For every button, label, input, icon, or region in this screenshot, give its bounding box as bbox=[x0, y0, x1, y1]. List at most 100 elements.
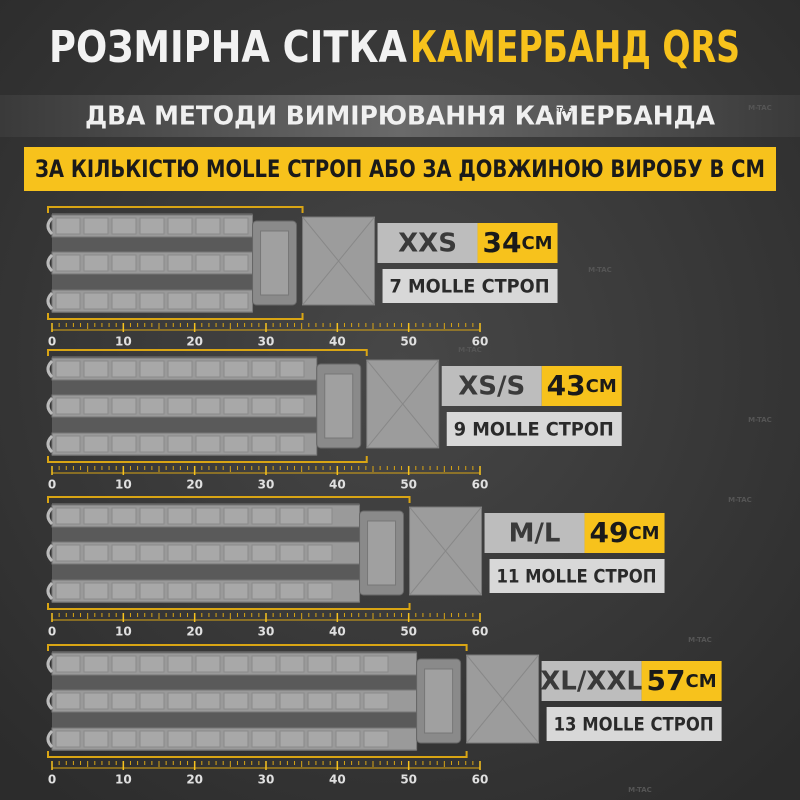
size-box bbox=[377, 223, 478, 263]
molle-cell bbox=[83, 360, 109, 378]
molle-cell bbox=[195, 507, 221, 525]
molle-cell bbox=[55, 360, 81, 378]
molle-cell bbox=[55, 544, 81, 562]
buckle-inner bbox=[260, 230, 290, 296]
molle-cell bbox=[55, 655, 81, 673]
watermark: M-TAC bbox=[748, 104, 772, 112]
molle-cell bbox=[55, 435, 81, 453]
molle-cell bbox=[55, 217, 81, 235]
molle-cell bbox=[111, 254, 137, 272]
molle-cell bbox=[363, 692, 389, 710]
molle-cell bbox=[139, 692, 165, 710]
molle-cell bbox=[307, 730, 333, 748]
molle-label: 13 MOLLE СТРОП bbox=[554, 714, 714, 736]
molle-cell bbox=[111, 292, 137, 310]
length-label: 43СМ bbox=[547, 369, 617, 402]
molle-cell bbox=[83, 292, 109, 310]
molle-cell bbox=[279, 435, 305, 453]
ruler-label: 0 bbox=[48, 625, 56, 639]
molle-label: 9 MOLLE СТРОП bbox=[454, 419, 614, 441]
banner: ЗА КІЛЬКІСТЮ MOLLE СТРОП АБО ЗА ДОВЖИНОЮ… bbox=[35, 155, 765, 183]
molle-cell bbox=[279, 582, 305, 600]
molle-cell bbox=[251, 730, 277, 748]
size-box bbox=[541, 661, 642, 701]
molle-cell bbox=[55, 730, 81, 748]
molle-cell bbox=[139, 254, 165, 272]
ruler-label: 30 bbox=[258, 773, 275, 787]
molle-label: 7 MOLLE СТРОП bbox=[390, 276, 550, 298]
length-unit: СМ bbox=[628, 523, 659, 544]
molle-cell bbox=[279, 397, 305, 415]
strap-loop bbox=[46, 581, 54, 601]
molle-cell bbox=[139, 582, 165, 600]
molle-cell bbox=[111, 435, 137, 453]
length-value: 49 bbox=[589, 516, 628, 549]
strap-loop bbox=[46, 691, 54, 711]
molle-cell bbox=[307, 544, 333, 562]
flap-cross bbox=[466, 654, 539, 744]
watermark: M-TAC bbox=[628, 786, 652, 794]
molle-cell bbox=[363, 655, 389, 673]
ruler-label: 0 bbox=[48, 773, 56, 787]
size-rows: M-TAC M-TAC M-TAC M-TAC M-TAC M-TAC M-TAC M-TAC… bbox=[46, 104, 772, 794]
molle-cell bbox=[335, 655, 361, 673]
size-label: XL/XXL bbox=[540, 667, 643, 697]
size-label: XS/S bbox=[458, 372, 525, 402]
length-value: 57 bbox=[647, 664, 686, 697]
molle-cell bbox=[167, 507, 193, 525]
molle-cell bbox=[195, 692, 221, 710]
ruler-label: 40 bbox=[329, 773, 346, 787]
length-box bbox=[641, 661, 722, 701]
molle-cell bbox=[139, 730, 165, 748]
ruler-label: 10 bbox=[115, 478, 132, 492]
strap-loop bbox=[46, 291, 54, 311]
length-box bbox=[541, 366, 622, 406]
flap-cross bbox=[302, 216, 375, 306]
molle-cell bbox=[307, 507, 333, 525]
molle-label: 11 MOLLE СТРОП bbox=[497, 566, 657, 588]
molle-cell bbox=[167, 582, 193, 600]
ruler-label: 50 bbox=[400, 478, 417, 492]
watermark: M-TAC bbox=[688, 636, 712, 644]
molle-cell bbox=[167, 655, 193, 673]
ruler-label: 40 bbox=[329, 625, 346, 639]
ruler-label: 20 bbox=[186, 773, 203, 787]
molle-cell bbox=[55, 507, 81, 525]
molle-cell bbox=[223, 544, 249, 562]
length-value: 43 bbox=[547, 369, 586, 402]
molle-cell bbox=[111, 507, 137, 525]
molle-cell bbox=[55, 397, 81, 415]
length-label: 49СМ bbox=[589, 516, 659, 549]
strap-loop bbox=[46, 359, 54, 379]
ruler-label: 10 bbox=[115, 773, 132, 787]
buckle-inner bbox=[324, 373, 354, 439]
molle-cell bbox=[167, 692, 193, 710]
ruler-label: 30 bbox=[258, 335, 275, 349]
molle-cell bbox=[251, 360, 277, 378]
molle-cell bbox=[167, 435, 193, 453]
ruler-label: 50 bbox=[400, 773, 417, 787]
molle-cell bbox=[335, 692, 361, 710]
molle-cell bbox=[279, 655, 305, 673]
ruler-label: 40 bbox=[329, 335, 346, 349]
molle-cell bbox=[279, 544, 305, 562]
length-label: 57СМ bbox=[647, 664, 717, 697]
molle-box bbox=[546, 707, 722, 741]
molle-cell bbox=[195, 254, 221, 272]
molle-cell bbox=[223, 292, 249, 310]
ruler-label: 30 bbox=[258, 625, 275, 639]
molle-cell bbox=[251, 397, 277, 415]
molle-cell bbox=[111, 692, 137, 710]
molle-cell bbox=[83, 582, 109, 600]
molle-box bbox=[489, 559, 665, 593]
watermark: M-TAC bbox=[548, 106, 572, 114]
molle-cell bbox=[139, 507, 165, 525]
length-value: 34 bbox=[482, 226, 521, 259]
molle-cell bbox=[335, 730, 361, 748]
molle-cell bbox=[111, 397, 137, 415]
molle-cell bbox=[223, 217, 249, 235]
ruler-label: 20 bbox=[186, 335, 203, 349]
molle-cell bbox=[195, 582, 221, 600]
molle-cell bbox=[223, 507, 249, 525]
